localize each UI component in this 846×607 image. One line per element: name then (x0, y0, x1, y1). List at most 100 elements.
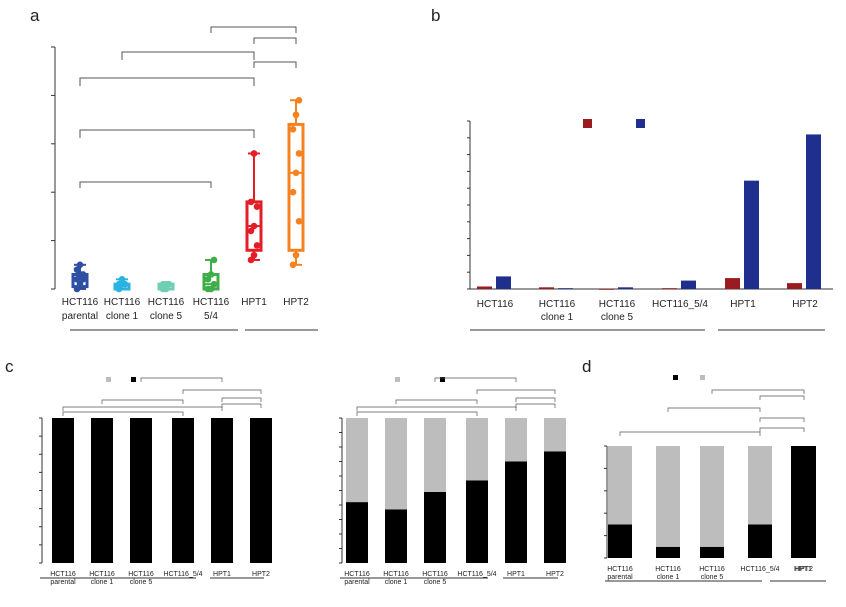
a-data-point (207, 285, 215, 293)
c2-x-tick-label: HCT116_5/4 (457, 571, 496, 578)
a-data-point (247, 256, 255, 264)
c2-sig-bracket (476, 389, 556, 394)
d-bar-segment (700, 546, 724, 558)
c-sig-bracket (62, 411, 184, 416)
a-data-point (73, 266, 81, 273)
d-sig-bracket (667, 407, 761, 412)
c-x-tick-label: HCT116_5/4 (163, 571, 202, 578)
d-x-tick-label: HCT116_5/4 (740, 566, 779, 573)
c2-sig-bracket (356, 411, 478, 416)
a-data-point (207, 271, 215, 278)
a-box (287, 122, 305, 252)
d-sig-bracket (759, 427, 805, 432)
d-x-tick-label: HCT116 clone 5 (699, 566, 725, 581)
b-bar-losses (744, 180, 759, 289)
c2-bar-segment (505, 461, 527, 563)
a-data-point (79, 276, 87, 283)
c2-bar-segment (466, 480, 488, 563)
c-bar-segment (172, 418, 194, 563)
c2-bar-segment (385, 418, 407, 510)
a-data-point (115, 280, 123, 288)
d-sig-bracket (619, 431, 761, 436)
b-bar-gains (477, 286, 492, 289)
a-data-point (210, 256, 218, 264)
b-bar-losses (496, 276, 511, 289)
a-sig-bracket (210, 26, 297, 33)
d-x-tick-label: HPT1 (794, 566, 812, 573)
c2-bar-segment (346, 502, 368, 563)
c2-legend-swatch (440, 377, 445, 382)
d-bar-segment (748, 524, 772, 558)
d-sig-bracket (759, 417, 805, 422)
c2-x-tick-label: HCT116 parental (344, 571, 370, 586)
b-bar-losses (806, 134, 821, 289)
a-data-point (292, 251, 300, 259)
a-sig-bracket (253, 61, 297, 68)
b-legend-swatch (583, 119, 592, 128)
c-bar-segment (130, 418, 152, 563)
a-data-point (204, 276, 212, 283)
c-sig-bracket (182, 389, 262, 394)
b-bar-gains (599, 289, 614, 290)
a-x-tick-label: HCT116 parental (62, 297, 99, 322)
c-sig-bracket (62, 406, 223, 411)
c-sig-bracket (140, 377, 223, 382)
a-data-point (289, 188, 297, 196)
c2-sig-bracket (356, 406, 517, 411)
d-bar-segment (700, 446, 724, 547)
c2-x-tick-label: HCT116 clone 1 (383, 571, 409, 586)
a-data-point (162, 280, 170, 288)
a-data-point (73, 285, 81, 293)
d-sig-bracket (759, 395, 805, 400)
a-sig-bracket (121, 51, 255, 60)
b-bar-losses (618, 287, 633, 289)
c-bar-segment (52, 418, 74, 563)
c2-x-tick-label: HPT2 (546, 571, 564, 578)
c2-bar-segment (346, 418, 368, 503)
c2-x-tick-label: HCT116 clone 5 (422, 571, 448, 586)
c2-bar-segment (385, 509, 407, 563)
b-bar-gains (787, 283, 802, 289)
a-data-point (250, 251, 258, 259)
a-data-point (295, 96, 303, 104)
d-sig-bracket (711, 389, 805, 394)
b-x-tick-label: HCT116 clone 1 (539, 299, 576, 323)
panel-label-b: b (431, 6, 440, 25)
c2-bar-segment (466, 418, 488, 481)
c-x-tick-label: HCT116 clone 5 (128, 571, 154, 586)
a-sig-bracket (79, 77, 255, 86)
b-bar-losses (681, 280, 696, 289)
a-data-point (250, 150, 258, 157)
a-data-point (289, 125, 297, 133)
b-x-tick-label: HPT1 (730, 299, 756, 310)
a-data-point (247, 198, 255, 206)
d-x-tick-label: HCT116 parental (607, 566, 633, 581)
c-sig-bracket (101, 399, 184, 404)
c2-bar-segment (544, 451, 566, 563)
b-x-tick-label: HCT116 (477, 299, 514, 310)
c2-sig-bracket (434, 377, 517, 382)
a-data-point (162, 285, 170, 293)
c-x-tick-label: HPT2 (252, 571, 270, 578)
a-data-point (295, 150, 303, 157)
panel-label-d: d (582, 357, 591, 376)
c-legend-swatch (106, 377, 111, 382)
d-bar-segment (608, 446, 632, 525)
a-sig-bracket (79, 129, 255, 138)
c2-sig-bracket (515, 397, 556, 402)
b-bar-losses (558, 288, 573, 289)
c2-legend-swatch (395, 377, 400, 382)
c-x-tick-label: HPT1 (213, 571, 231, 578)
a-data-point (292, 169, 300, 177)
b-x-tick-label: HCT116_5/4 (652, 299, 708, 310)
panel-label-c: c (5, 357, 14, 376)
d-x-tick-label: HPT2 (795, 566, 813, 573)
b-x-tick-label: HPT2 (792, 299, 818, 310)
d-bar-segment (608, 524, 632, 558)
c2-sig-bracket (515, 403, 556, 408)
c-x-tick-label: HCT116 clone 1 (89, 571, 115, 586)
c-x-tick-label: HCT116 parental (50, 571, 76, 586)
c2-x-tick-label: HPT1 (507, 571, 525, 578)
d-legend-swatch (700, 375, 705, 380)
a-data-point (253, 242, 261, 249)
